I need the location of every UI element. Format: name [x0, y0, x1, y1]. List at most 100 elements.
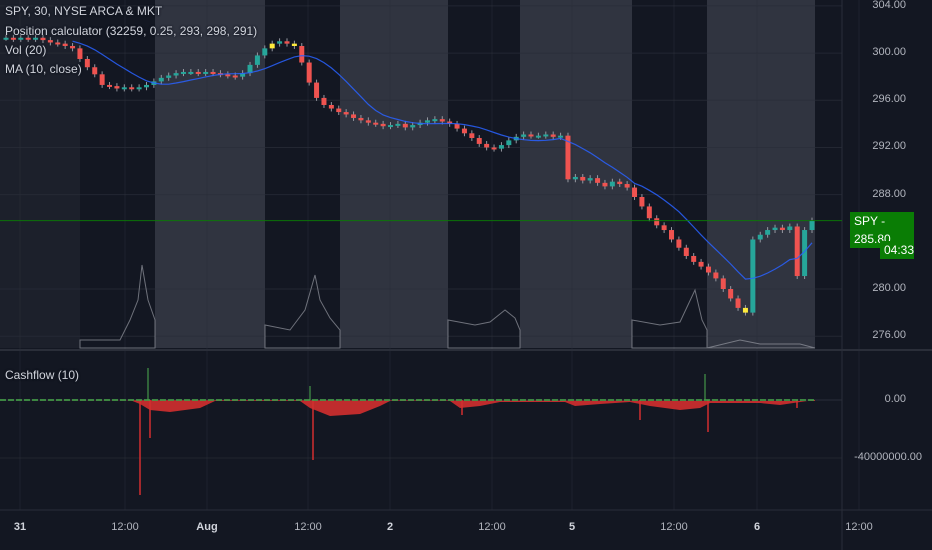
candle-body[interactable] — [277, 41, 283, 44]
candle-body[interactable] — [210, 71, 216, 74]
candle-body[interactable] — [358, 117, 364, 121]
candle-body[interactable] — [550, 134, 556, 137]
candle-body[interactable] — [351, 114, 357, 118]
candle-body[interactable] — [646, 206, 652, 219]
candle-body[interactable] — [461, 128, 467, 134]
candle-body[interactable] — [683, 247, 689, 256]
candle-body[interactable] — [698, 261, 704, 267]
candle-body[interactable] — [447, 121, 453, 124]
candle-body[interactable] — [395, 123, 401, 126]
candle-body[interactable] — [713, 272, 719, 279]
candle-body[interactable] — [158, 77, 164, 82]
candle-body[interactable] — [269, 43, 275, 49]
candle-body[interactable] — [3, 37, 9, 40]
candle-body[interactable] — [765, 230, 771, 235]
candle-body[interactable] — [173, 73, 179, 76]
candle-body[interactable] — [373, 122, 379, 125]
candle-body[interactable] — [802, 230, 808, 277]
candle-body[interactable] — [84, 58, 90, 68]
candle-body[interactable] — [543, 134, 549, 137]
candle-body[interactable] — [410, 125, 416, 128]
candle-body[interactable] — [136, 87, 142, 90]
candle-body[interactable] — [469, 133, 475, 139]
candle-body[interactable] — [18, 37, 24, 40]
candle-body[interactable] — [794, 226, 800, 277]
candle-body[interactable] — [232, 75, 238, 78]
candle-body[interactable] — [262, 48, 268, 56]
candle-body[interactable] — [388, 125, 394, 128]
candle-body[interactable] — [454, 123, 460, 129]
candle-body[interactable] — [62, 43, 68, 47]
candle-body[interactable] — [735, 298, 741, 308]
candle-body[interactable] — [587, 178, 593, 181]
candle-body[interactable] — [787, 226, 793, 231]
candle-body[interactable] — [299, 46, 305, 63]
candle-body[interactable] — [47, 40, 53, 43]
candle-body[interactable] — [188, 71, 194, 74]
candle-body[interactable] — [558, 135, 564, 138]
indicator-cashflow[interactable]: Cashflow (10) — [5, 368, 80, 382]
candle-body[interactable] — [809, 220, 815, 231]
candle-body[interactable] — [225, 74, 231, 77]
candle-body[interactable] — [365, 120, 371, 123]
symbol-title[interactable]: SPY, 30, NYSE ARCA & MKT — [5, 4, 163, 18]
candle-body[interactable] — [328, 104, 334, 109]
candle-body[interactable] — [609, 181, 615, 187]
candle-body[interactable] — [10, 37, 16, 40]
candle-body[interactable] — [750, 239, 756, 313]
candle-body[interactable] — [720, 278, 726, 290]
candle-body[interactable] — [580, 176, 586, 181]
candle-body[interactable] — [284, 41, 290, 44]
candle-body[interactable] — [121, 87, 127, 90]
candle-body[interactable] — [572, 176, 578, 180]
candle-body[interactable] — [247, 64, 253, 74]
candle-body[interactable] — [432, 119, 438, 122]
candle-body[interactable] — [669, 230, 675, 240]
candle-body[interactable] — [528, 134, 534, 137]
candle-body[interactable] — [33, 37, 39, 40]
candle-body[interactable] — [476, 138, 482, 144]
candle-body[interactable] — [114, 86, 120, 89]
candle-body[interactable] — [691, 255, 697, 262]
candle-body[interactable] — [40, 37, 46, 41]
candle-body[interactable] — [506, 140, 512, 146]
candle-body[interactable] — [166, 75, 172, 78]
candle-body[interactable] — [491, 147, 497, 150]
candle-body[interactable] — [498, 145, 504, 149]
candle-body[interactable] — [107, 84, 113, 87]
candle-body[interactable] — [439, 119, 445, 122]
candle-body[interactable] — [565, 135, 571, 180]
candle-body[interactable] — [484, 143, 490, 148]
candle-body[interactable] — [291, 43, 297, 47]
candle-body[interactable] — [632, 187, 638, 198]
candle-body[interactable] — [661, 225, 667, 231]
indicator-moving-average[interactable]: MA (10, close) — [5, 62, 82, 76]
candle-body[interactable] — [321, 97, 327, 105]
candle-body[interactable] — [779, 227, 785, 231]
candle-body[interactable] — [521, 134, 527, 137]
candle-body[interactable] — [402, 123, 408, 128]
candle-body[interactable] — [306, 62, 312, 83]
candle-body[interactable] — [70, 46, 76, 49]
candle-body[interactable] — [25, 37, 31, 40]
candle-body[interactable] — [595, 178, 601, 183]
candle-body[interactable] — [602, 182, 608, 187]
candle-body[interactable] — [639, 197, 645, 207]
indicator-volume[interactable]: Vol (20) — [5, 43, 47, 57]
candle-body[interactable] — [143, 84, 149, 88]
candle-body[interactable] — [336, 108, 342, 113]
indicator-position-calculator[interactable]: Position calculator (32259, 0.25, 293, 2… — [5, 24, 258, 38]
candle-body[interactable] — [240, 73, 246, 77]
candle-body[interactable] — [742, 307, 748, 313]
candle-body[interactable] — [314, 82, 320, 98]
candle-body[interactable] — [705, 266, 711, 273]
candle-body[interactable] — [343, 112, 349, 115]
candle-body[interactable] — [99, 74, 105, 85]
candle-body[interactable] — [535, 135, 541, 138]
candle-body[interactable] — [55, 42, 61, 45]
candle-body[interactable] — [772, 227, 778, 231]
candle-body[interactable] — [203, 71, 209, 74]
candle-body[interactable] — [757, 234, 763, 240]
candle-body[interactable] — [728, 289, 734, 299]
